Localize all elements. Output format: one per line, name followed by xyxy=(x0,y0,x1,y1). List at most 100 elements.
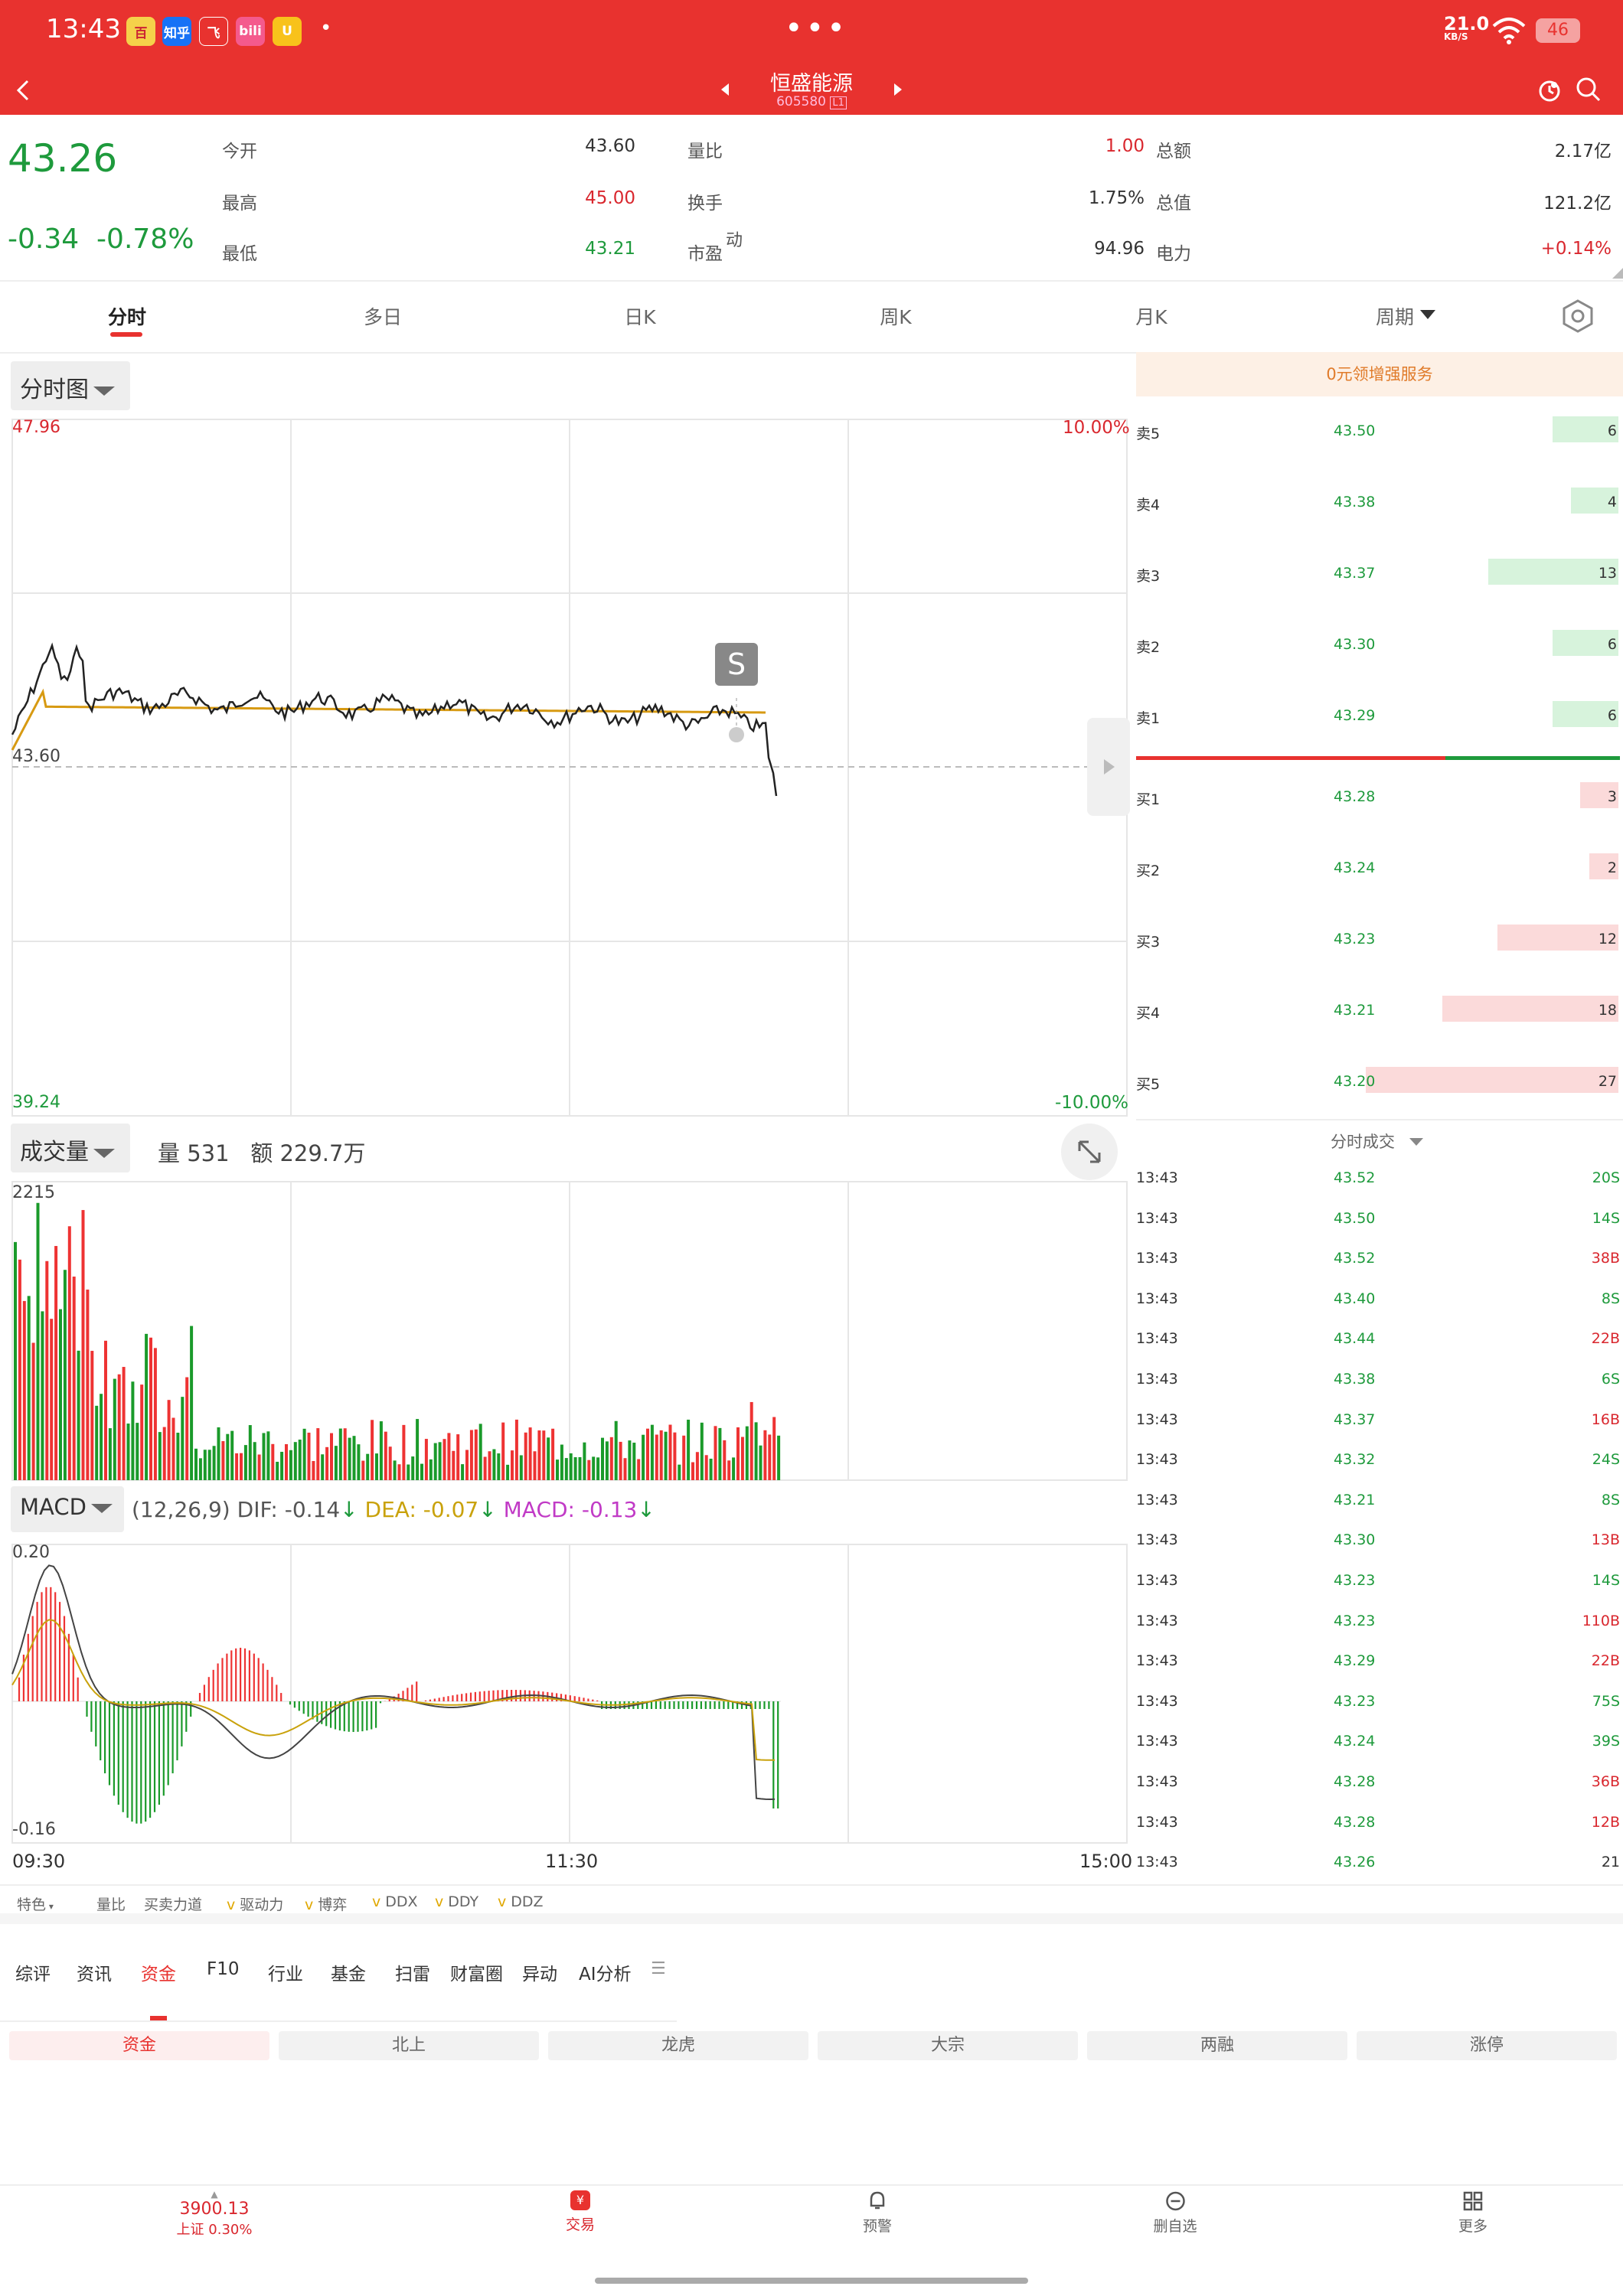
info-tab-2[interactable]: 资金 xyxy=(141,1965,176,1985)
macd-bar xyxy=(578,1697,580,1701)
next-stock-icon[interactable] xyxy=(893,82,903,97)
chip-3[interactable]: 大宗 xyxy=(818,2031,1078,2060)
trade-price: 43.40 xyxy=(1334,1290,1376,1307)
prev-stock-icon[interactable] xyxy=(720,82,730,97)
trade-row: 13:43 43.32 24S xyxy=(1136,1451,1623,1474)
volume-bars xyxy=(14,1202,781,1480)
level-price: 43.37 xyxy=(1334,565,1376,582)
macd-bar xyxy=(366,1701,368,1731)
bid-row[interactable]: 买3 43.23 12 xyxy=(1136,925,1623,955)
tab-5[interactable]: 周期 xyxy=(1375,306,1415,328)
macd-bar xyxy=(185,1701,188,1732)
volume-bar xyxy=(375,1453,378,1480)
bid-row[interactable]: 买2 43.24 2 xyxy=(1136,853,1623,884)
back-icon[interactable] xyxy=(14,79,32,102)
chip-1[interactable]: 北上 xyxy=(279,2031,539,2060)
indicator-1[interactable]: 量比 xyxy=(96,1896,126,1913)
nav-trade[interactable]: ¥ 交易 xyxy=(566,2190,595,2234)
volume-bar xyxy=(578,1456,582,1480)
indicator-7[interactable]: v DDZ xyxy=(498,1893,544,1910)
indicator-2[interactable]: 买卖力道 xyxy=(144,1896,203,1913)
macd-selector[interactable]: MACD xyxy=(11,1486,124,1532)
volume-bar xyxy=(438,1442,442,1480)
chip-5[interactable]: 涨停 xyxy=(1357,2031,1617,2060)
tab-0[interactable]: 分时 xyxy=(107,306,147,328)
tab-3[interactable]: 周K xyxy=(880,306,912,328)
volume-selector[interactable]: 成交量 xyxy=(11,1124,130,1172)
bid-row[interactable]: 买5 43.20 27 xyxy=(1136,1067,1623,1097)
trade-time: 13:43 xyxy=(1136,1612,1178,1629)
trade-row: 13:43 43.24 39S xyxy=(1136,1733,1623,1756)
sell-signal-marker[interactable]: S xyxy=(715,643,758,686)
ask-row[interactable]: 卖1 43.29 6 xyxy=(1136,701,1623,732)
battery-icon: 46 xyxy=(1536,18,1580,43)
home-indicator[interactable] xyxy=(595,2278,1028,2284)
tab-1[interactable]: 多日 xyxy=(363,306,403,328)
trade-time: 13:43 xyxy=(1136,1652,1178,1670)
trade-price: 43.23 xyxy=(1334,1692,1376,1710)
info-tab-6[interactable]: 扫雷 xyxy=(395,1965,430,1985)
price-grid xyxy=(11,419,1128,1844)
info-tab-8[interactable]: 异动 xyxy=(522,1965,557,1985)
trades-title[interactable]: 分时成交 xyxy=(1331,1130,1423,1153)
time-label-midday: 11:30 xyxy=(545,1851,599,1872)
dropdown-icon[interactable] xyxy=(1420,310,1435,321)
intraday-chart-selector[interactable]: 分时图 xyxy=(11,361,130,410)
level-price: 43.23 xyxy=(1334,931,1376,947)
menu-icon[interactable]: ☰ xyxy=(651,1959,666,1978)
chip-2[interactable]: 龙虎 xyxy=(548,2031,808,2060)
fullscreen-button[interactable] xyxy=(1061,1124,1118,1180)
macd-bar xyxy=(469,1692,472,1701)
info-tab-7[interactable]: 财富圈 xyxy=(450,1965,503,1985)
info-tab-3[interactable]: F10 xyxy=(207,1959,240,1979)
indicator-0[interactable]: 特色 ▾ xyxy=(17,1896,54,1913)
expand-orderbook-handle[interactable] xyxy=(1087,718,1130,816)
chip-4[interactable]: 两融 xyxy=(1087,2031,1347,2060)
indicator-4[interactable]: v 博弈 xyxy=(305,1896,348,1913)
ask-row[interactable]: 卖4 43.38 4 xyxy=(1136,488,1623,518)
info-tab-9[interactable]: AI分析 xyxy=(579,1965,632,1985)
macd-bar xyxy=(198,1693,201,1701)
volume-bar xyxy=(474,1429,478,1480)
bid-row[interactable]: 买4 43.21 18 xyxy=(1136,996,1623,1026)
macd-bar xyxy=(243,1648,247,1701)
service-banner[interactable]: 0元领增强服务 xyxy=(1136,352,1623,396)
ask-row[interactable]: 卖5 43.50 6 xyxy=(1136,416,1623,447)
trade-row: 13:43 43.28 12B xyxy=(1136,1814,1623,1837)
price-axis-min: 39.24 xyxy=(12,1093,60,1112)
ask-row[interactable]: 卖3 43.37 13 xyxy=(1136,559,1623,589)
volume-bar xyxy=(754,1422,758,1480)
indicator-6[interactable]: v DDY xyxy=(435,1893,479,1910)
alarm-clock-icon[interactable] xyxy=(1537,76,1562,103)
info-tab-4[interactable]: 行业 xyxy=(268,1965,303,1985)
index-ticker[interactable]: ▲ 3900.13 上证 0.30% xyxy=(176,2189,253,2238)
indicator-5[interactable]: v DDX xyxy=(372,1893,418,1910)
ask-row[interactable]: 卖2 43.30 6 xyxy=(1136,630,1623,660)
tab-2[interactable]: 日K xyxy=(624,306,656,328)
macd-bar xyxy=(298,1701,300,1711)
tab-4[interactable]: 月K xyxy=(1135,306,1167,328)
macd-bar xyxy=(54,1592,57,1701)
bid-row[interactable]: 买1 43.28 3 xyxy=(1136,782,1623,813)
volume-bar xyxy=(551,1428,555,1480)
quote-label: 今开 xyxy=(222,142,257,161)
volume-bar xyxy=(117,1374,121,1480)
expand-corner-icon[interactable] xyxy=(1612,268,1623,279)
nav-alert[interactable]: 预警 xyxy=(863,2190,892,2236)
info-tab-1[interactable]: 资讯 xyxy=(77,1965,112,1985)
info-tab-0[interactable]: 综评 xyxy=(15,1965,51,1985)
nav-more[interactable]: 更多 xyxy=(1458,2190,1487,2236)
volume-bar xyxy=(700,1422,704,1480)
chip-0[interactable]: 资金 xyxy=(9,2031,269,2060)
info-tab-5[interactable]: 基金 xyxy=(331,1965,366,1985)
macd-bar xyxy=(181,1701,183,1746)
macd-bar xyxy=(207,1677,210,1701)
nav-remove-watchlist[interactable]: 删自选 xyxy=(1153,2190,1197,2236)
macd-bar xyxy=(230,1650,233,1701)
volume-bar xyxy=(533,1451,537,1480)
indicator-3[interactable]: v 驱动力 xyxy=(227,1896,284,1913)
qty-bar xyxy=(1580,782,1618,808)
search-icon[interactable] xyxy=(1576,76,1602,103)
more-dots-icon[interactable]: ••• xyxy=(785,11,848,46)
settings-hexagon-icon[interactable] xyxy=(1560,298,1595,334)
